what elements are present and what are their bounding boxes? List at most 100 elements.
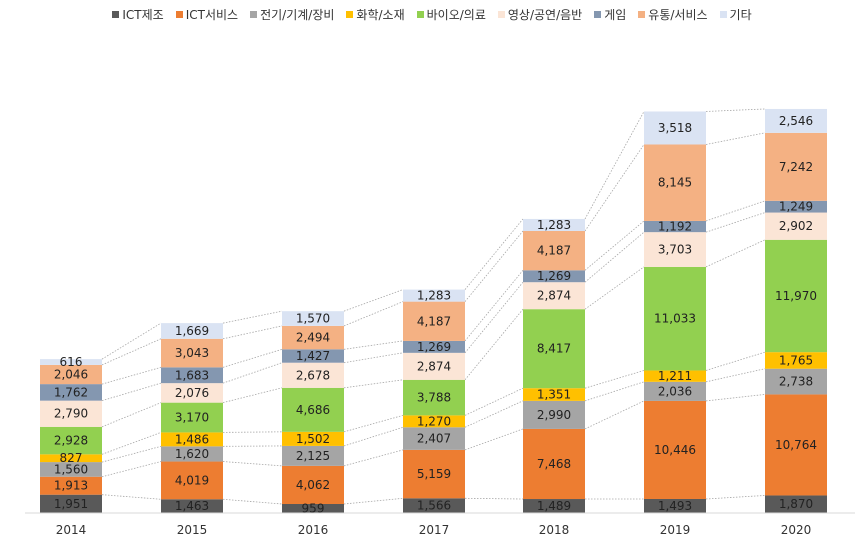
bar-segment <box>161 323 223 339</box>
series-line <box>584 370 645 389</box>
series-line <box>343 426 404 447</box>
data-label: 8,417 <box>537 342 571 356</box>
series-connector-lines <box>101 108 766 505</box>
data-label: 4,686 <box>296 403 330 417</box>
data-label: 11,970 <box>775 289 817 303</box>
bar-segment <box>282 325 344 350</box>
bar-segment <box>40 462 102 477</box>
legend-label: ICT서비스 <box>185 7 239 22</box>
data-label: 1,249 <box>779 200 813 214</box>
data-label: 959 <box>302 501 325 515</box>
series-line <box>584 111 645 220</box>
bar-segment <box>161 446 223 462</box>
data-label: 4,187 <box>417 314 451 328</box>
data-label: 2,874 <box>537 289 571 303</box>
bar-segment <box>523 428 585 500</box>
series-line <box>222 325 283 340</box>
data-label: 1,951 <box>54 497 88 511</box>
bar-segment <box>161 367 223 384</box>
data-label: 2,678 <box>296 368 330 382</box>
bar-segment <box>523 499 585 513</box>
bar-segment <box>644 370 706 382</box>
series-line <box>705 108 766 112</box>
bar-segment <box>282 445 344 466</box>
data-label: 1,351 <box>537 388 571 402</box>
bar-segment <box>644 232 706 267</box>
data-label: 4,062 <box>296 478 330 492</box>
x-tick-label: 2020 <box>781 523 812 537</box>
legend-swatch <box>719 10 727 18</box>
legend-entry: 영상/공연/음반 <box>497 6 582 23</box>
x-tick-label: 2019 <box>660 523 691 537</box>
legend-swatch <box>638 10 646 18</box>
data-label: 1,463 <box>175 499 209 513</box>
legend-entry: 전기/기계/장비 <box>250 6 334 23</box>
data-label: 11,033 <box>654 312 696 326</box>
series-line <box>464 218 524 290</box>
data-label: 1,192 <box>658 220 692 234</box>
data-label: 5,159 <box>417 467 451 481</box>
legend-entry: 화학/소재 <box>346 6 405 23</box>
data-label: 2,046 <box>54 368 88 382</box>
bar-segment <box>523 270 585 283</box>
bar-segment <box>765 132 827 201</box>
bar-segment <box>523 218 585 231</box>
series-line <box>584 400 645 430</box>
x-tick-label: 2014 <box>56 523 87 537</box>
data-label: 2,125 <box>296 449 330 463</box>
bar-segment <box>161 402 223 433</box>
bar-segment <box>765 108 827 133</box>
bar-segment <box>282 349 344 363</box>
legend-entry: 바이오/의료 <box>416 6 486 23</box>
series-line <box>464 400 524 428</box>
bar-segment <box>765 394 827 496</box>
data-label: 7,242 <box>779 160 813 174</box>
x-tick-label: 2015 <box>177 523 208 537</box>
x-tick-label: 2016 <box>298 523 329 537</box>
series-line <box>222 362 283 384</box>
legend-swatch <box>416 10 424 18</box>
data-label: 3,170 <box>175 411 209 425</box>
data-label: 1,560 <box>54 462 88 476</box>
series-line <box>584 220 645 271</box>
bar-segment <box>765 352 827 369</box>
legend-swatch <box>175 10 183 18</box>
bar-segment <box>40 426 102 455</box>
data-label: 1,502 <box>296 432 330 446</box>
legend-swatch <box>346 10 354 18</box>
series-line <box>705 212 766 233</box>
bar-segment <box>40 400 102 427</box>
series-line <box>584 266 645 310</box>
data-label: 7,468 <box>537 457 571 471</box>
bar-segment <box>644 266 706 371</box>
data-label: 1,765 <box>779 353 813 367</box>
bar-segment <box>282 431 344 446</box>
data-label: 1,489 <box>537 499 571 513</box>
bar-group <box>40 108 827 513</box>
data-label: 2,928 <box>54 434 88 448</box>
series-line <box>222 348 283 368</box>
data-label: 1,566 <box>417 499 451 513</box>
data-label: 827 <box>60 451 83 465</box>
bar-segment <box>644 400 706 499</box>
bar-segment <box>644 381 706 401</box>
bar-segment <box>40 494 102 513</box>
data-label: 10,446 <box>654 443 696 457</box>
legend-entry: 게임 <box>594 6 626 23</box>
bar-segment <box>282 503 344 513</box>
data-label: 2,494 <box>296 331 330 345</box>
x-tick-label: 2018 <box>539 523 570 537</box>
bar-segment <box>403 340 465 353</box>
bar-segment <box>40 364 102 385</box>
bar-segment <box>40 384 102 401</box>
legend-label: 게임 <box>604 7 627 22</box>
series-line <box>101 322 162 360</box>
bar-segment <box>282 465 344 504</box>
series-line <box>101 382 162 402</box>
data-label: 1,211 <box>658 369 692 383</box>
series-line <box>464 270 524 342</box>
bar-segment <box>403 289 465 302</box>
data-label: 1,427 <box>296 349 330 363</box>
legend-swatch <box>594 10 602 18</box>
